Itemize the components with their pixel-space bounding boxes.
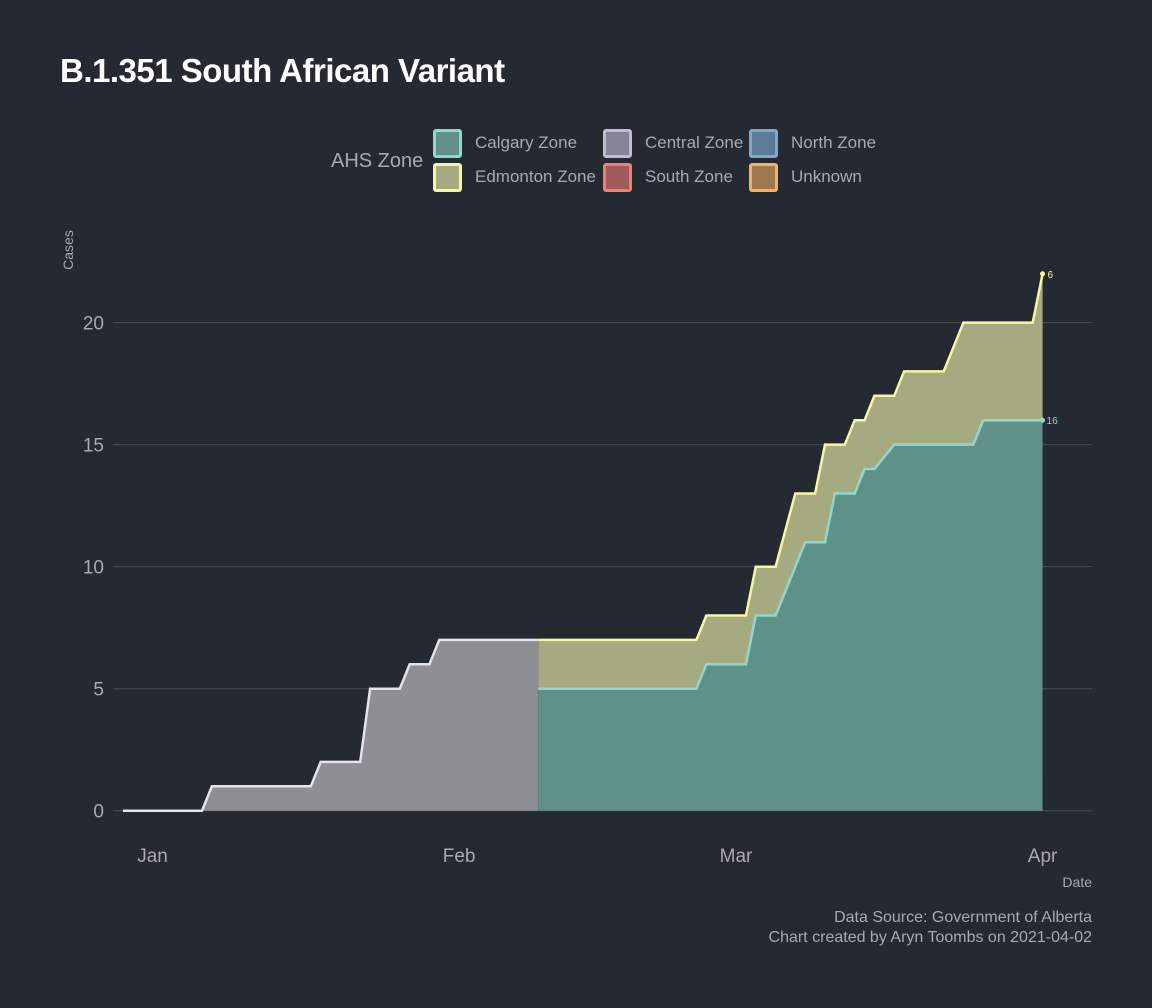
legend-swatch-central (603, 128, 632, 158)
legend-swatch-south (603, 162, 632, 192)
end-point-edmonton-zone (1040, 271, 1046, 277)
end-label-edmonton-zone: 6 (1048, 270, 1054, 281)
end-label-calgary-zone: 16 (1047, 416, 1059, 427)
legend-item-calgary: Calgary Zone (433, 127, 577, 159)
y-tick-label-0: 0 (93, 802, 104, 823)
legend-item-central: Central Zone (603, 127, 743, 159)
legend-label-north: North Zone (791, 133, 877, 152)
caption-data-source: Data Source: Government of Alberta (834, 909, 1092, 926)
line-central-zone (122, 638, 539, 812)
y-tick-label-15: 15 (83, 436, 104, 457)
x-tick-label-apr: Apr (1028, 846, 1058, 867)
area-central-zone (122, 639, 539, 811)
legend-swatch-north (749, 128, 778, 158)
legend-swatch-edmonton (433, 162, 462, 192)
x-axis-title: Date (1062, 874, 1092, 890)
x-tick-label-feb: Feb (443, 846, 476, 867)
caption-created-by: Chart created by Aryn Toombs on 2021-04-… (768, 929, 1092, 946)
line-calgary-zone (538, 418, 1043, 690)
x-tick-label-jan: Jan (137, 846, 168, 867)
legend-label-south: South Zone (645, 167, 733, 186)
legend-label-unknown: Unknown (791, 167, 862, 186)
legend-label-edmonton: Edmonton Zone (475, 167, 596, 186)
legend-label-calgary: Calgary Zone (475, 133, 578, 152)
line-edmonton-zone (538, 273, 1044, 642)
legend-item-edmonton: Edmonton Zone (433, 161, 596, 193)
legend-item-unknown: Unknown (749, 161, 862, 193)
y-tick-label-20: 20 (83, 314, 104, 335)
legend-item-north: North Zone (749, 127, 876, 159)
legend-item-south: South Zone (603, 161, 733, 193)
legend-title: AHS Zone (331, 150, 424, 172)
y-tick-label-5: 5 (93, 680, 104, 701)
x-tick-label-mar: Mar (720, 846, 753, 867)
legend-label-central: Central Zone (645, 133, 744, 152)
y-axis-title: Cases (60, 230, 76, 270)
y-tick-label-10: 10 (83, 558, 104, 579)
area-edmonton-zone (538, 273, 1043, 689)
chart-title: B.1.351 South African Variant (60, 52, 505, 89)
legend-swatch-unknown (749, 162, 778, 192)
end-point-calgary-zone (1040, 417, 1046, 423)
legend-swatch-calgary (433, 128, 462, 158)
area-calgary-zone (538, 420, 1043, 811)
